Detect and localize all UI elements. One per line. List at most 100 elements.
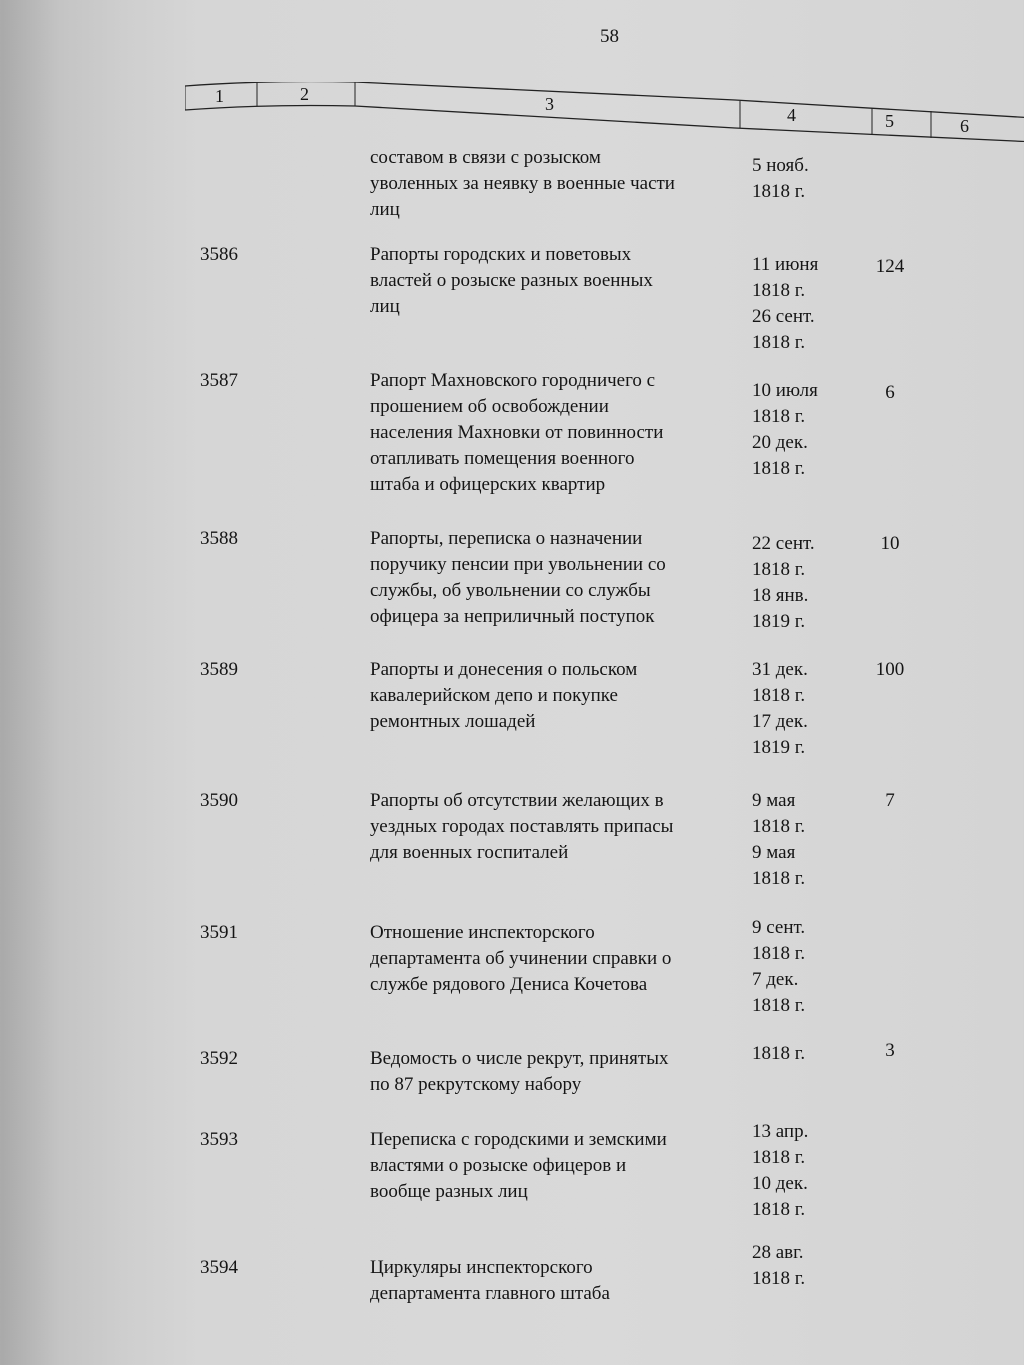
description-line: отапливать помещения военного	[370, 448, 635, 469]
file-dates: 13 апр. 1818 г. 10 дек. 1818 г.	[752, 1119, 808, 1223]
date-line: 1819 г.	[752, 611, 806, 632]
file-description: составом в связи с розыском уволенных за …	[370, 145, 740, 223]
date-line: 1818 г.	[752, 1043, 806, 1064]
header-col-1: 1	[215, 86, 224, 106]
file-description: Рапорты и донесения о польском кавалерийс…	[370, 657, 740, 735]
date-line: 5 нояб.	[752, 155, 809, 176]
file-description: Отношение инспекторского департамента об …	[370, 920, 740, 998]
date-line: 31 дек.	[752, 659, 808, 680]
date-line: 13 апр.	[752, 1121, 809, 1142]
description-line: Рапорты об отсутствии желающих в	[370, 790, 664, 811]
date-line: 1818 г.	[752, 332, 806, 353]
file-number: 3594	[200, 1257, 238, 1278]
date-line: 22 сент.	[752, 533, 815, 554]
description-line: лиц	[370, 296, 400, 317]
description-line: Циркуляры инспекторского	[370, 1257, 593, 1278]
description-line: уездных городах поставлять припасы	[370, 816, 674, 837]
file-dates: 31 дек. 1818 г. 17 дек. 1819 г.	[752, 657, 808, 761]
sheet-count: 10	[880, 533, 900, 554]
header-col-3: 3	[545, 94, 554, 114]
description-line: населения Махновки от повинности	[370, 422, 664, 443]
file-number: 3593	[200, 1129, 238, 1150]
file-number: 3590	[200, 790, 238, 811]
header-col-6: 6	[960, 116, 969, 136]
description-line: штаба и офицерских квартир	[370, 474, 606, 495]
page-number: 58	[600, 26, 619, 47]
date-line: 1818 г.	[752, 1147, 806, 1168]
file-dates: 1818 г.	[752, 1041, 805, 1067]
description-line: ремонтных лошадей	[370, 711, 536, 732]
sheet-count: 100	[875, 659, 905, 680]
description-line: офицера за неприличный поступок	[370, 606, 655, 627]
date-line: 9 сент.	[752, 917, 806, 938]
description-line: службе рядового Дениса Кочетова	[370, 974, 648, 995]
date-line: 1818 г.	[752, 868, 806, 889]
date-line: 1818 г.	[752, 458, 806, 479]
table-header: 1 2 3 4 5 6	[185, 82, 1024, 142]
description-line: прошением об освобождении	[370, 396, 609, 417]
description-line: властями о розыске офицеров и	[370, 1155, 627, 1176]
header-grid	[185, 82, 1024, 142]
file-description: Рапорты городских и поветовых властей о р…	[370, 242, 740, 320]
description-line: составом в связи с розыском	[370, 147, 601, 168]
file-number: 3592	[200, 1048, 238, 1069]
date-line: 9 мая	[752, 842, 796, 863]
file-dates: 11 июня 1818 г. 26 сент. 1818 г.	[752, 252, 818, 356]
date-line: 1818 г.	[752, 995, 806, 1016]
date-line: 26 сент.	[752, 306, 815, 327]
date-line: 1818 г.	[752, 280, 806, 301]
date-line: 1818 г.	[752, 816, 806, 837]
date-line: 1818 г.	[752, 685, 806, 706]
sheet-count: 7	[885, 790, 895, 811]
description-line: лиц	[370, 199, 400, 220]
description-line: по 87 рекрутскому набору	[370, 1074, 582, 1095]
file-dates: 9 сент. 1818 г. 7 дек. 1818 г.	[752, 915, 805, 1019]
description-line: Рапорт Махновского городничего с	[370, 370, 656, 391]
sheet-count: 3	[885, 1040, 895, 1061]
date-line: 1818 г.	[752, 1268, 806, 1289]
file-description: Рапорты об отсутствии желающих в уездных …	[370, 788, 740, 866]
file-number: 3588	[200, 528, 238, 549]
header-col-5: 5	[885, 111, 894, 131]
sheet-count: 124	[875, 256, 905, 277]
description-line: департамента об учинении справки о	[370, 948, 672, 969]
description-line: кавалерийском депо и покупке	[370, 685, 618, 706]
date-line: 28 авг.	[752, 1242, 804, 1263]
description-line: Рапорты, переписка о назначении	[370, 528, 643, 549]
description-line: Отношение инспекторского	[370, 922, 595, 943]
description-line: для военных госпиталей	[370, 842, 569, 863]
date-line: 18 янв.	[752, 585, 809, 606]
date-line: 20 дек.	[752, 432, 808, 453]
file-description: Рапорты, переписка о назначении поручику …	[370, 526, 740, 630]
description-line: Ведомость о числе рекрут, принятых	[370, 1048, 669, 1069]
file-dates: 28 авг. 1818 г.	[752, 1240, 805, 1292]
description-line: службы, об увольнении со службы	[370, 580, 651, 601]
sheet-count: 6	[885, 382, 895, 403]
date-line: 7 дек.	[752, 969, 799, 990]
date-line: 1818 г.	[752, 1199, 806, 1220]
file-description: Рапорт Махновского городничего с прошение…	[370, 368, 740, 498]
description-line: Переписка с городскими и земскими	[370, 1129, 667, 1150]
file-dates: 9 мая 1818 г. 9 мая 1818 г.	[752, 788, 805, 892]
file-number: 3589	[200, 659, 238, 680]
date-line: 9 мая	[752, 790, 796, 811]
description-line: Рапорты городских и поветовых	[370, 244, 632, 265]
date-line: 1818 г.	[752, 181, 806, 202]
header-col-4: 4	[787, 105, 796, 125]
date-line: 1819 г.	[752, 737, 806, 758]
header-col-2: 2	[300, 84, 309, 104]
date-line: 10 дек.	[752, 1173, 808, 1194]
file-dates: 10 июля 1818 г. 20 дек. 1818 г.	[752, 378, 818, 482]
file-number: 3586	[200, 244, 238, 265]
date-line: 11 июня	[752, 254, 819, 275]
file-number: 3587	[200, 370, 238, 391]
date-line: 10 июля	[752, 380, 818, 401]
description-line: поручику пенсии при увольнении со	[370, 554, 666, 575]
file-description: Переписка с городскими и земскими властям…	[370, 1127, 740, 1205]
file-dates: 5 нояб. 1818 г.	[752, 153, 809, 205]
date-line: 17 дек.	[752, 711, 808, 732]
file-number: 3591	[200, 922, 238, 943]
file-dates: 22 сент. 1818 г. 18 янв. 1819 г.	[752, 531, 815, 635]
description-line: властей о розыске разных военных	[370, 270, 653, 291]
file-description: Циркуляры инспекторского департамента гла…	[370, 1255, 740, 1307]
